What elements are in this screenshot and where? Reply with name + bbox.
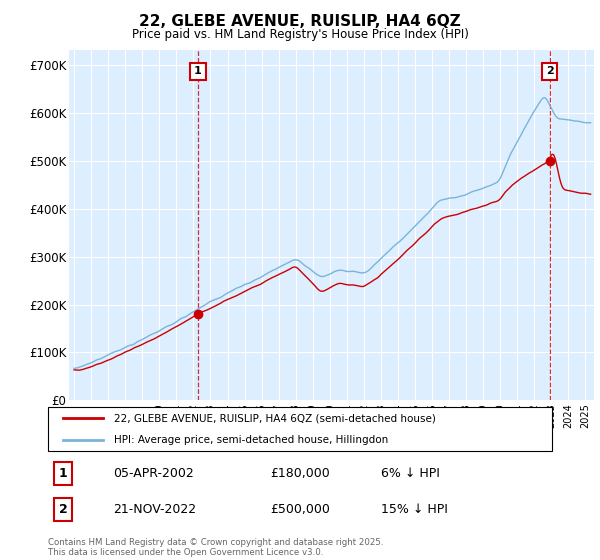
Text: 22, GLEBE AVENUE, RUISLIP, HA4 6QZ: 22, GLEBE AVENUE, RUISLIP, HA4 6QZ	[139, 14, 461, 29]
Text: 6% ↓ HPI: 6% ↓ HPI	[380, 466, 440, 480]
Text: HPI: Average price, semi-detached house, Hillingdon: HPI: Average price, semi-detached house,…	[113, 435, 388, 445]
Text: 22, GLEBE AVENUE, RUISLIP, HA4 6QZ (semi-detached house): 22, GLEBE AVENUE, RUISLIP, HA4 6QZ (semi…	[113, 413, 436, 423]
Text: 15% ↓ HPI: 15% ↓ HPI	[380, 503, 448, 516]
Text: 1: 1	[59, 466, 67, 480]
Text: £180,000: £180,000	[270, 466, 329, 480]
Text: 2: 2	[59, 503, 67, 516]
Text: 05-APR-2002: 05-APR-2002	[113, 466, 194, 480]
Text: 21-NOV-2022: 21-NOV-2022	[113, 503, 197, 516]
Text: Price paid vs. HM Land Registry's House Price Index (HPI): Price paid vs. HM Land Registry's House …	[131, 28, 469, 41]
Text: £500,000: £500,000	[270, 503, 329, 516]
FancyBboxPatch shape	[48, 407, 552, 451]
Text: Contains HM Land Registry data © Crown copyright and database right 2025.
This d: Contains HM Land Registry data © Crown c…	[48, 538, 383, 557]
Text: 1: 1	[194, 67, 202, 76]
Text: 2: 2	[546, 67, 554, 76]
